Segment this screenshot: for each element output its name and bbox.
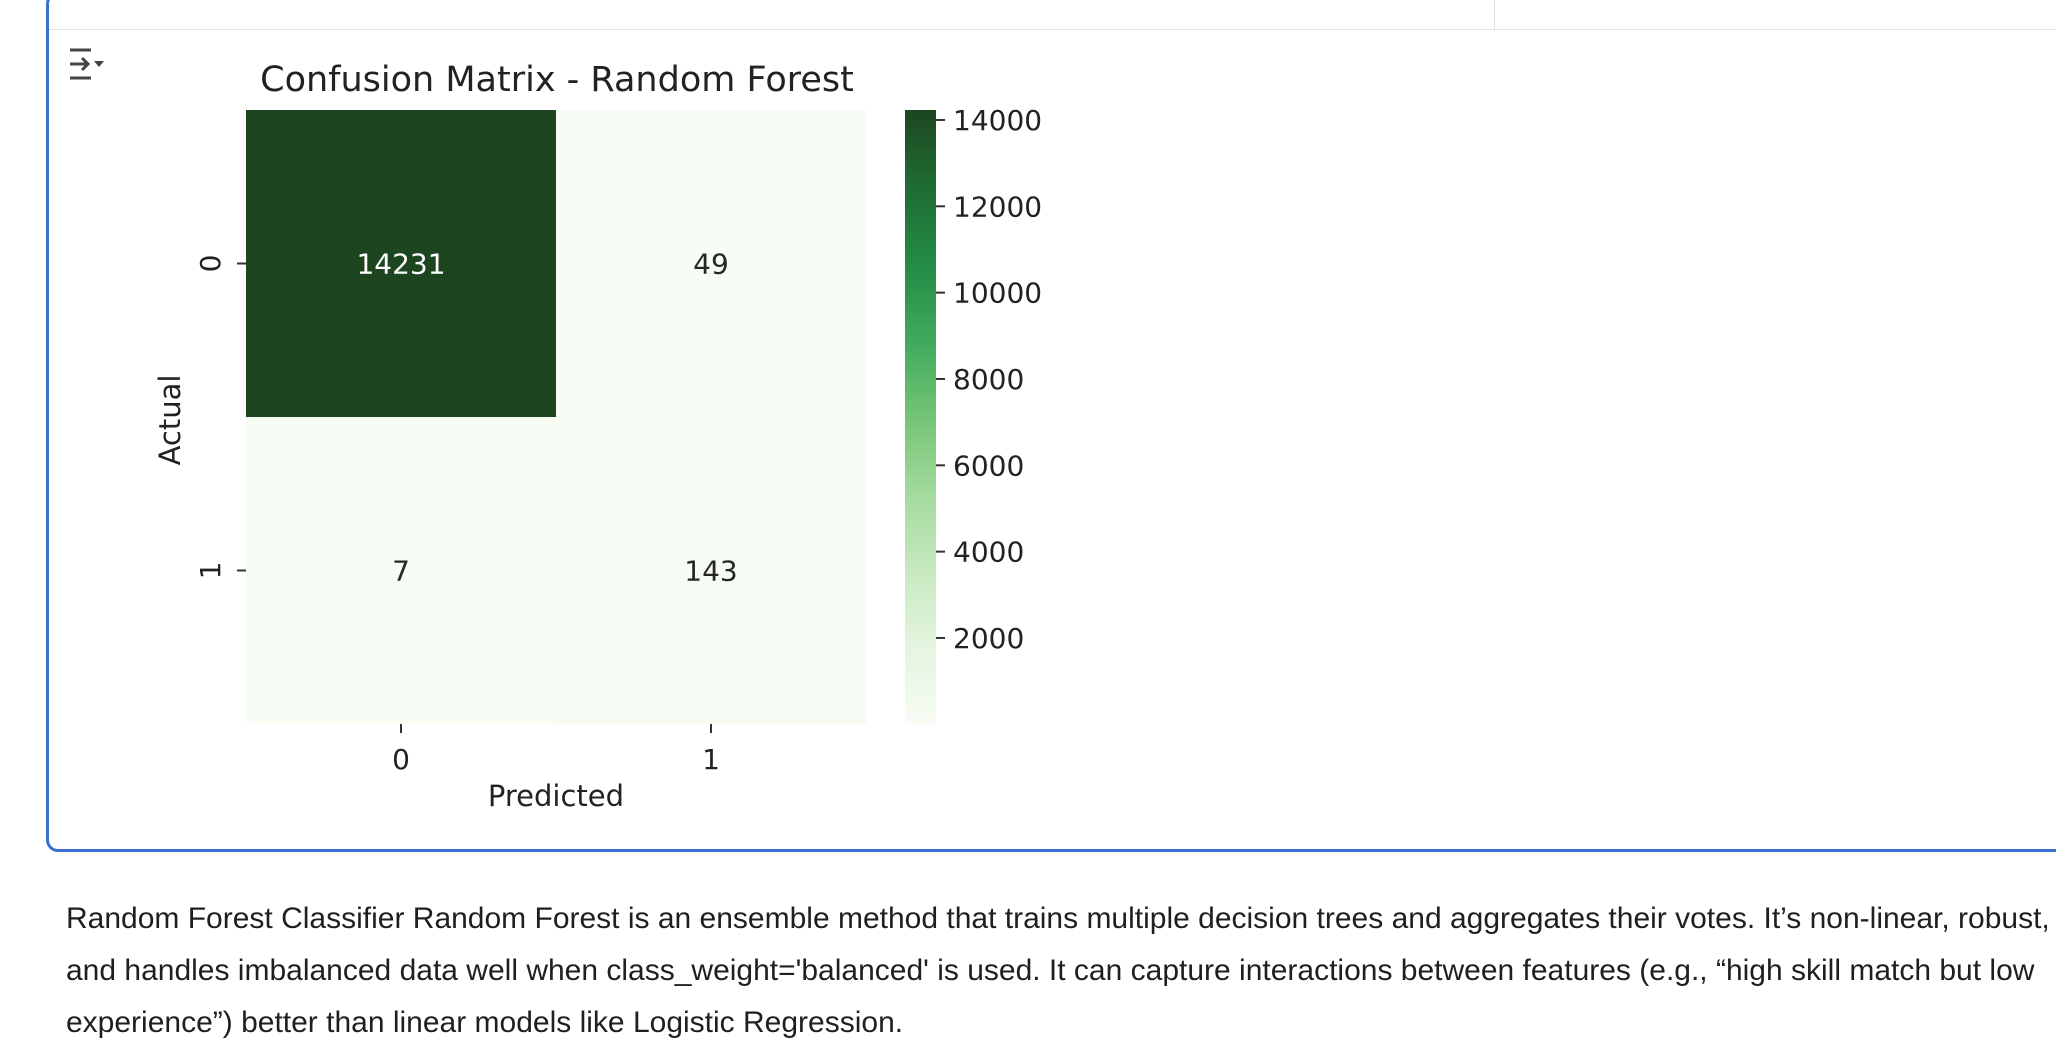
colorbar bbox=[905, 110, 936, 724]
colorbar-tick-label-6: 14000 bbox=[953, 104, 1042, 137]
heatmap-cell-0-1 bbox=[556, 110, 866, 417]
markdown-text: Random Forest Classifier Random Forest i… bbox=[66, 902, 2050, 1039]
output-collapse-icon[interactable] bbox=[67, 47, 105, 81]
heatmap-cell-1-0 bbox=[246, 417, 556, 724]
colorbar-tick-label-5: 12000 bbox=[953, 190, 1042, 223]
colorbar-tick-label-4: 10000 bbox=[953, 277, 1042, 310]
colorbar-tick-label-1: 4000 bbox=[953, 536, 1024, 569]
colorbar-tick-label-3: 8000 bbox=[953, 363, 1024, 396]
chart-title: Confusion Matrix - Random Forest bbox=[260, 60, 854, 100]
heatmap-cell-0-0 bbox=[246, 110, 556, 417]
confusion-matrix-chart: Confusion Matrix - Random Forest 14231 49… bbox=[153, 60, 1042, 813]
x-axis-label: Predicted bbox=[488, 779, 624, 813]
y-tick-label-0: 0 bbox=[194, 255, 227, 273]
cell-value-1-0: 7 bbox=[392, 555, 410, 588]
cell-value-0-1: 49 bbox=[693, 248, 729, 281]
x-tick-label-1: 1 bbox=[702, 743, 720, 776]
y-tick-label-1: 1 bbox=[194, 562, 227, 580]
cell-value-1-1: 143 bbox=[684, 555, 737, 588]
colorbar-tick-label-0: 2000 bbox=[953, 622, 1024, 655]
cell-value-0-0: 14231 bbox=[356, 248, 445, 281]
y-axis-label: Actual bbox=[153, 375, 187, 466]
x-tick-label-0: 0 bbox=[392, 743, 410, 776]
code-cell-divider bbox=[1494, 0, 1495, 29]
code-cell-bottom bbox=[49, 0, 2056, 30]
colorbar-tick-label-2: 6000 bbox=[953, 449, 1024, 482]
heatmap-cell-1-1 bbox=[556, 417, 866, 724]
